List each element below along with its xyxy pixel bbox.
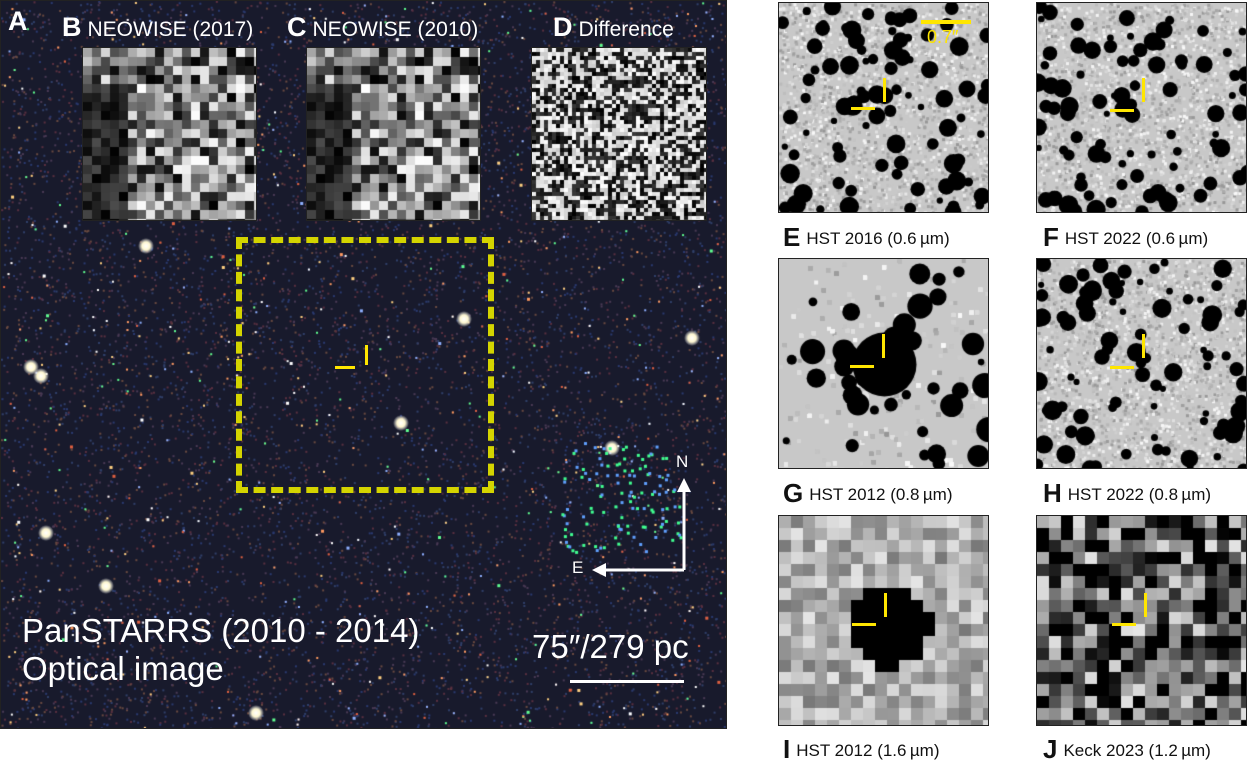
panel-f-hst-2022-06 xyxy=(1036,2,1247,213)
zoom-region-box xyxy=(236,237,494,493)
panel-g-hst-2012-08 xyxy=(778,258,989,469)
caption-f: F HST 2022 (0.6 µm) xyxy=(1043,222,1209,252)
scale-bar-0.7-arcsec xyxy=(921,20,971,24)
inset-neowise-2017 xyxy=(82,47,257,221)
marker-i-h xyxy=(852,623,876,626)
caption-i: I HST 2012 (1.6 µm) xyxy=(783,734,940,764)
compass: N E xyxy=(572,450,700,580)
marker-e-h xyxy=(851,107,875,110)
scale-label-e: 0.7″ xyxy=(927,27,959,47)
marker-f-h xyxy=(1110,109,1134,112)
compass-arrows-icon xyxy=(592,478,691,577)
marker-h-v xyxy=(1142,334,1145,358)
scale-bar xyxy=(570,680,684,683)
marker-j-h xyxy=(1112,623,1136,626)
target-marker-horizontal xyxy=(335,366,355,369)
inset-d-label: D Difference xyxy=(553,12,674,42)
inset-c-label: C NEOWISE (2010) xyxy=(287,12,479,42)
caption-g: G HST 2012 (0.8 µm) xyxy=(783,478,953,508)
marker-j-v xyxy=(1144,593,1147,617)
inset-neowise-2010 xyxy=(306,47,481,221)
north-label: N xyxy=(676,452,689,471)
panel-j-keck-2023 xyxy=(1036,515,1247,726)
east-label: E xyxy=(572,558,584,577)
caption-j: J Keck 2023 (1.2 µm) xyxy=(1043,734,1211,764)
panel-a-letter: A xyxy=(8,6,28,36)
panel-e-hst-2016-06 xyxy=(778,2,989,213)
marker-g-v xyxy=(882,334,885,358)
panel-h-hst-2022-08 xyxy=(1036,258,1247,469)
inset-difference xyxy=(531,47,707,221)
inset-b-label: B NEOWISE (2017) xyxy=(62,12,254,42)
marker-h-h xyxy=(1110,366,1134,369)
panel-i-hst-2012-16 xyxy=(778,515,989,726)
caption-h: H HST 2022 (0.8 µm) xyxy=(1043,478,1212,508)
scale-bar-label: 75″/279 pc xyxy=(532,628,689,665)
marker-e-v xyxy=(883,78,886,102)
marker-i-v xyxy=(884,593,887,617)
target-marker-vertical xyxy=(365,345,368,365)
main-title: PanSTARRS (2010 - 2014) Optical image xyxy=(22,612,420,687)
marker-f-v xyxy=(1142,78,1145,102)
caption-e: E HST 2016 (0.6 µm) xyxy=(783,222,950,252)
marker-g-h xyxy=(850,365,874,368)
